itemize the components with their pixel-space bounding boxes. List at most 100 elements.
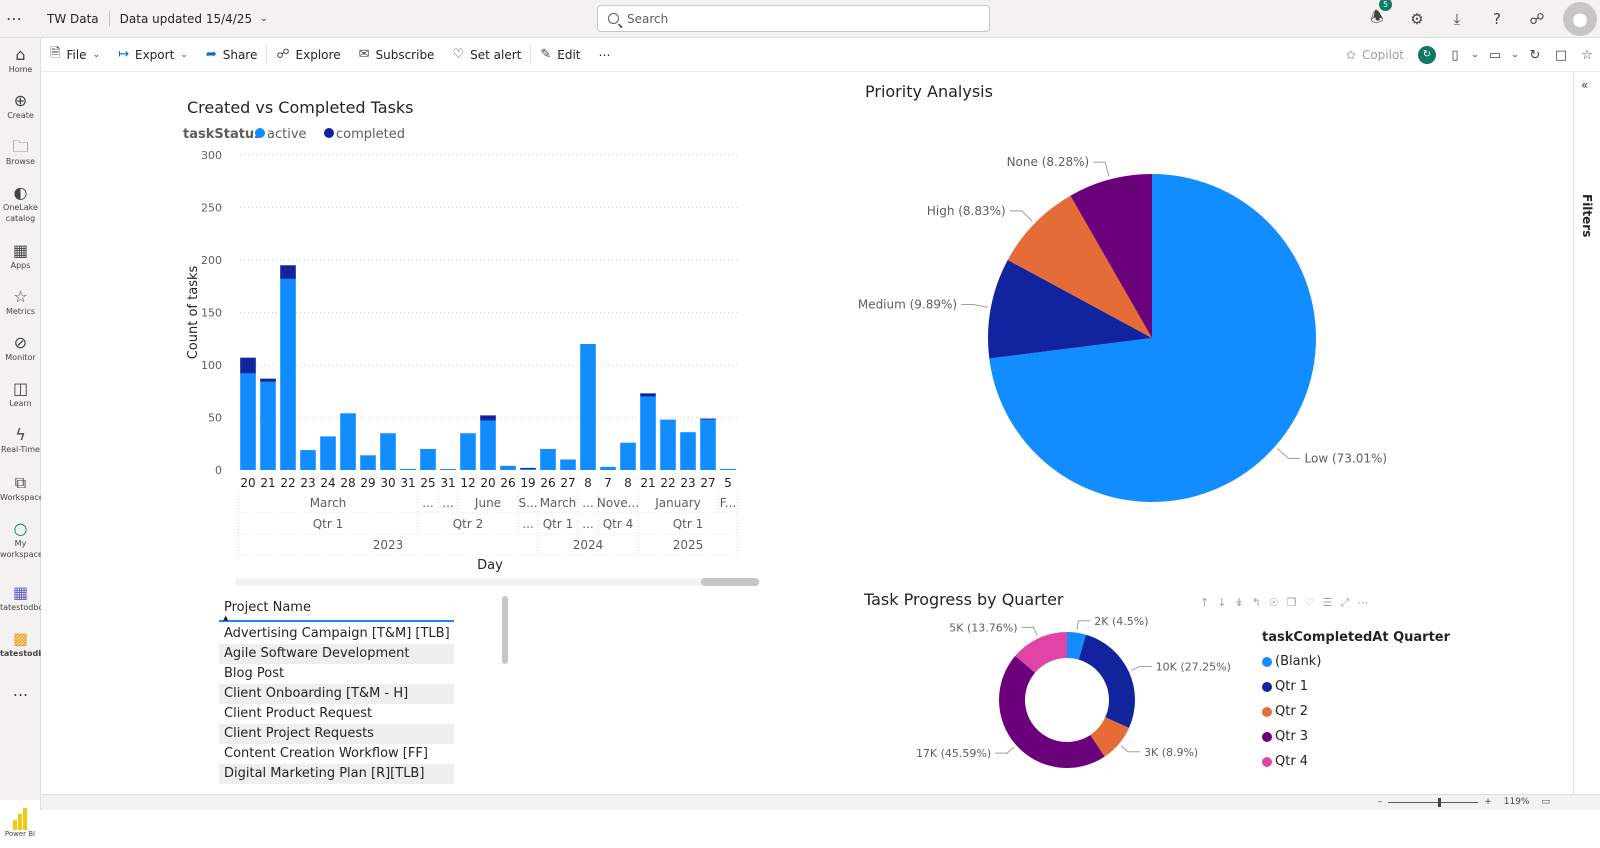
- bar-completed[interactable]: [700, 418, 716, 420]
- legend-item[interactable]: Qtr 4: [1262, 749, 1450, 774]
- quarter-slice[interactable]: [1090, 717, 1129, 757]
- quarter-donut-chart[interactable]: 2K (4.5%) 10K (27.25%) 3K (8.9%) 17K (45.59…: [900, 612, 1250, 782]
- scrollbar-thumb[interactable]: [701, 578, 759, 586]
- comment-button[interactable]: □: [1548, 48, 1574, 63]
- bar-active[interactable]: [540, 449, 556, 470]
- help-button[interactable]: ?: [1477, 10, 1517, 28]
- bar-active[interactable]: [400, 468, 416, 470]
- bar-active[interactable]: [720, 468, 736, 470]
- created-vs-completed-chart[interactable]: taskStatus active completed 0 50 100 150 200 250…: [180, 125, 770, 585]
- bar-completed[interactable]: [480, 415, 496, 421]
- bar-active[interactable]: [600, 466, 616, 470]
- priority-pie-chart[interactable]: Low (73.01%) Medium (9.89%) High (8.83%) No…: [850, 140, 1400, 520]
- table-row[interactable]: Advertising Campaign [T&M] [TLB]: [224, 626, 450, 641]
- nav-my-workspace[interactable]: ○ My workspace: [0, 520, 41, 560]
- quarter-slice[interactable]: [1078, 634, 1135, 728]
- bar-active[interactable]: [260, 381, 276, 470]
- bar-active[interactable]: [460, 433, 476, 470]
- quarter-slice[interactable]: [1015, 632, 1067, 673]
- explore-button[interactable]: ☍ Explore: [267, 47, 349, 62]
- zoom-slider-knob[interactable]: [1438, 797, 1442, 807]
- legend-item[interactable]: Qtr 3: [1262, 724, 1450, 749]
- copy-icon[interactable]: ❐: [1286, 596, 1297, 609]
- bar-completed[interactable]: [640, 393, 656, 397]
- powerbi-logo[interactable]: Power BI: [0, 800, 40, 848]
- more-options-icon[interactable]: ⋯: [1357, 596, 1369, 609]
- bar-completed[interactable]: [520, 467, 536, 469]
- data-updated-dropdown[interactable]: Data updated 15/4/25 ⌄: [120, 12, 268, 26]
- priority-slice[interactable]: [1070, 174, 1152, 338]
- bar-active[interactable]: [440, 468, 456, 470]
- file-menu-button[interactable]: 🗎 File ⌄: [41, 44, 109, 66]
- avatar[interactable]: ●: [1563, 2, 1597, 36]
- table-row[interactable]: Agile Software Development: [219, 644, 454, 664]
- bar-completed[interactable]: [240, 357, 256, 374]
- bar-active[interactable]: [700, 419, 716, 470]
- bar-active[interactable]: [680, 432, 696, 470]
- notifications-button[interactable]: 🕭 5: [1357, 0, 1397, 32]
- quarter-slice[interactable]: [1067, 632, 1086, 660]
- nav-home[interactable]: ⌂ Home: [0, 46, 41, 75]
- quarter-slice[interactable]: [999, 655, 1105, 768]
- nav-more-button[interactable]: ...: [0, 682, 41, 700]
- nav-create[interactable]: ⊕ Create: [0, 92, 41, 121]
- feedback-button[interactable]: ☍: [1517, 10, 1557, 28]
- bar-active[interactable]: [280, 278, 296, 470]
- table-scrollbar[interactable]: [502, 596, 508, 664]
- nav-monitor[interactable]: ⊘ Monitor: [0, 334, 41, 363]
- table-row[interactable]: Client Product Request: [224, 706, 373, 721]
- bar-active[interactable]: [360, 455, 376, 470]
- bookmark-chevron-icon[interactable]: ⌄: [1471, 50, 1479, 60]
- legend-item[interactable]: Qtr 1: [1262, 674, 1450, 699]
- share-button[interactable]: ➦ Share: [197, 47, 267, 62]
- filter-icon[interactable]: ☰: [1322, 596, 1333, 609]
- refresh-status-icon[interactable]: ↻: [1418, 46, 1436, 64]
- expand-next-level-icon[interactable]: ↡: [1234, 596, 1244, 609]
- nav-dataset[interactable]: ▦ tatestodbc: [0, 584, 41, 613]
- pin-icon[interactable]: ☉: [1268, 596, 1279, 609]
- bar-completed[interactable]: [280, 265, 296, 279]
- view-chevron-icon[interactable]: ⌄: [1511, 50, 1519, 60]
- view-button[interactable]: ▭: [1482, 48, 1508, 63]
- bar-active[interactable]: [320, 436, 336, 470]
- alert-icon[interactable]: ♡: [1304, 596, 1315, 609]
- bar-active[interactable]: [520, 468, 536, 470]
- priority-slice[interactable]: [1007, 195, 1152, 338]
- bar-active[interactable]: [640, 396, 656, 471]
- legend-item[interactable]: (Blank): [1262, 649, 1450, 674]
- bar-chart-scrollbar[interactable]: [235, 578, 760, 586]
- bar-completed[interactable]: [260, 378, 276, 382]
- nav-browse[interactable]: 🗀 Browse: [0, 138, 41, 167]
- table-header-project-name[interactable]: Project Name: [219, 596, 454, 622]
- download-button[interactable]: ⤓: [1437, 10, 1477, 28]
- nav-workspaces[interactable]: ⧉Workspaces: [0, 474, 41, 503]
- bar-active[interactable]: [480, 420, 496, 470]
- fit-page-icon[interactable]: ▭: [1541, 797, 1550, 807]
- collapse-icon[interactable]: «: [1581, 78, 1589, 92]
- settings-button[interactable]: ⚙: [1397, 10, 1437, 28]
- priority-slice[interactable]: [989, 174, 1316, 502]
- bar-active[interactable]: [580, 344, 596, 470]
- nav-learn[interactable]: ◫ Learn: [0, 380, 41, 409]
- bar-active[interactable]: [560, 459, 576, 471]
- nav-onelake[interactable]: ◐ OneLake catalog: [0, 184, 41, 224]
- export-menu-button[interactable]: ↦ Export ⌄: [109, 47, 197, 62]
- table-row[interactable]: Digital Marketing Plan [R][TLB]: [219, 764, 454, 784]
- bar-active[interactable]: [620, 442, 636, 470]
- table-row[interactable]: Client Project Requests: [219, 724, 454, 744]
- bar-active[interactable]: [300, 450, 316, 470]
- bar-active[interactable]: [340, 413, 356, 470]
- workspace-title[interactable]: TW Data: [47, 11, 99, 26]
- focus-mode-icon[interactable]: ⤢: [1340, 596, 1350, 609]
- legend-entry[interactable]: active: [267, 127, 307, 142]
- app-launcher-icon[interactable]: ⋯: [6, 9, 22, 28]
- drill-down-icon[interactable]: ↓: [1217, 596, 1227, 609]
- nav-apps[interactable]: ▦ Apps: [0, 242, 41, 271]
- legend-item[interactable]: Qtr 2: [1262, 699, 1450, 724]
- legend-entry[interactable]: completed: [336, 127, 405, 142]
- drill-up-icon[interactable]: ↑: [1200, 596, 1210, 609]
- bar-active[interactable]: [420, 449, 436, 470]
- zoom-in-button[interactable]: +: [1484, 797, 1492, 807]
- zoom-slider[interactable]: [1388, 797, 1479, 807]
- bar-active[interactable]: [500, 465, 516, 470]
